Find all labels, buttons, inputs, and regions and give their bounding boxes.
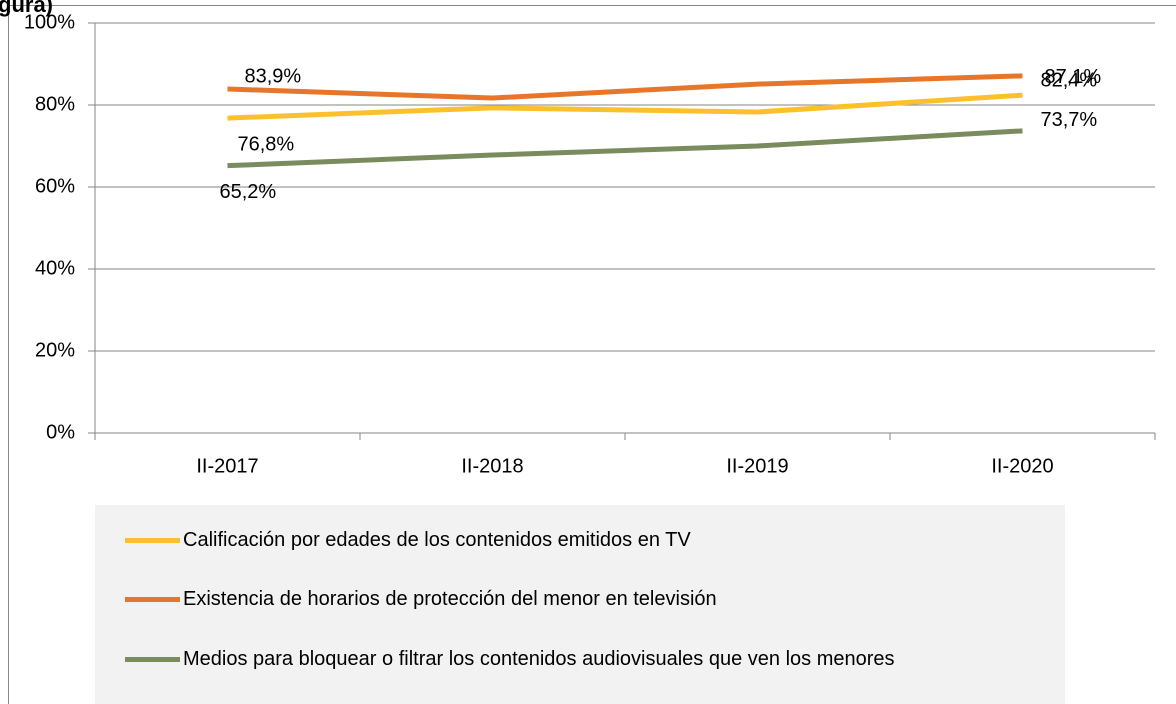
y-tick-label: 40% <box>35 257 75 279</box>
data-label: 76,8% <box>238 133 295 155</box>
chart-title: gura) <box>0 0 53 17</box>
x-tick-label: II-2018 <box>461 455 523 477</box>
legend-label: Existencia de horarios de protección del… <box>183 588 717 610</box>
x-tick-label: II-2020 <box>991 455 1053 477</box>
y-tick-label: 0% <box>46 421 75 443</box>
series-line <box>227 128 1023 169</box>
data-label: 65,2% <box>220 181 277 203</box>
legend-swatch <box>125 538 180 543</box>
y-tick-label: 100% <box>24 11 75 33</box>
x-tick-label: II-2019 <box>726 455 788 477</box>
legend-box <box>95 505 1065 704</box>
data-label: 87,1% <box>1045 66 1102 88</box>
legend-label: Calificación por edades de los contenido… <box>183 529 691 551</box>
y-tick-label: 20% <box>35 339 75 361</box>
data-label: 82,4% <box>1041 69 1098 91</box>
x-tick-label: II-2017 <box>196 455 258 477</box>
series-line <box>227 73 1023 101</box>
y-tick-label: 80% <box>35 93 75 115</box>
series-line <box>227 92 1023 121</box>
legend-swatch <box>125 657 180 662</box>
y-tick-label: 60% <box>35 175 75 197</box>
frame <box>8 5 1176 704</box>
legend-label: Medios para bloquear o filtrar los conte… <box>183 648 895 670</box>
data-label: 83,9% <box>245 65 302 87</box>
data-label: 73,7% <box>1041 109 1098 131</box>
legend-swatch <box>125 597 180 602</box>
